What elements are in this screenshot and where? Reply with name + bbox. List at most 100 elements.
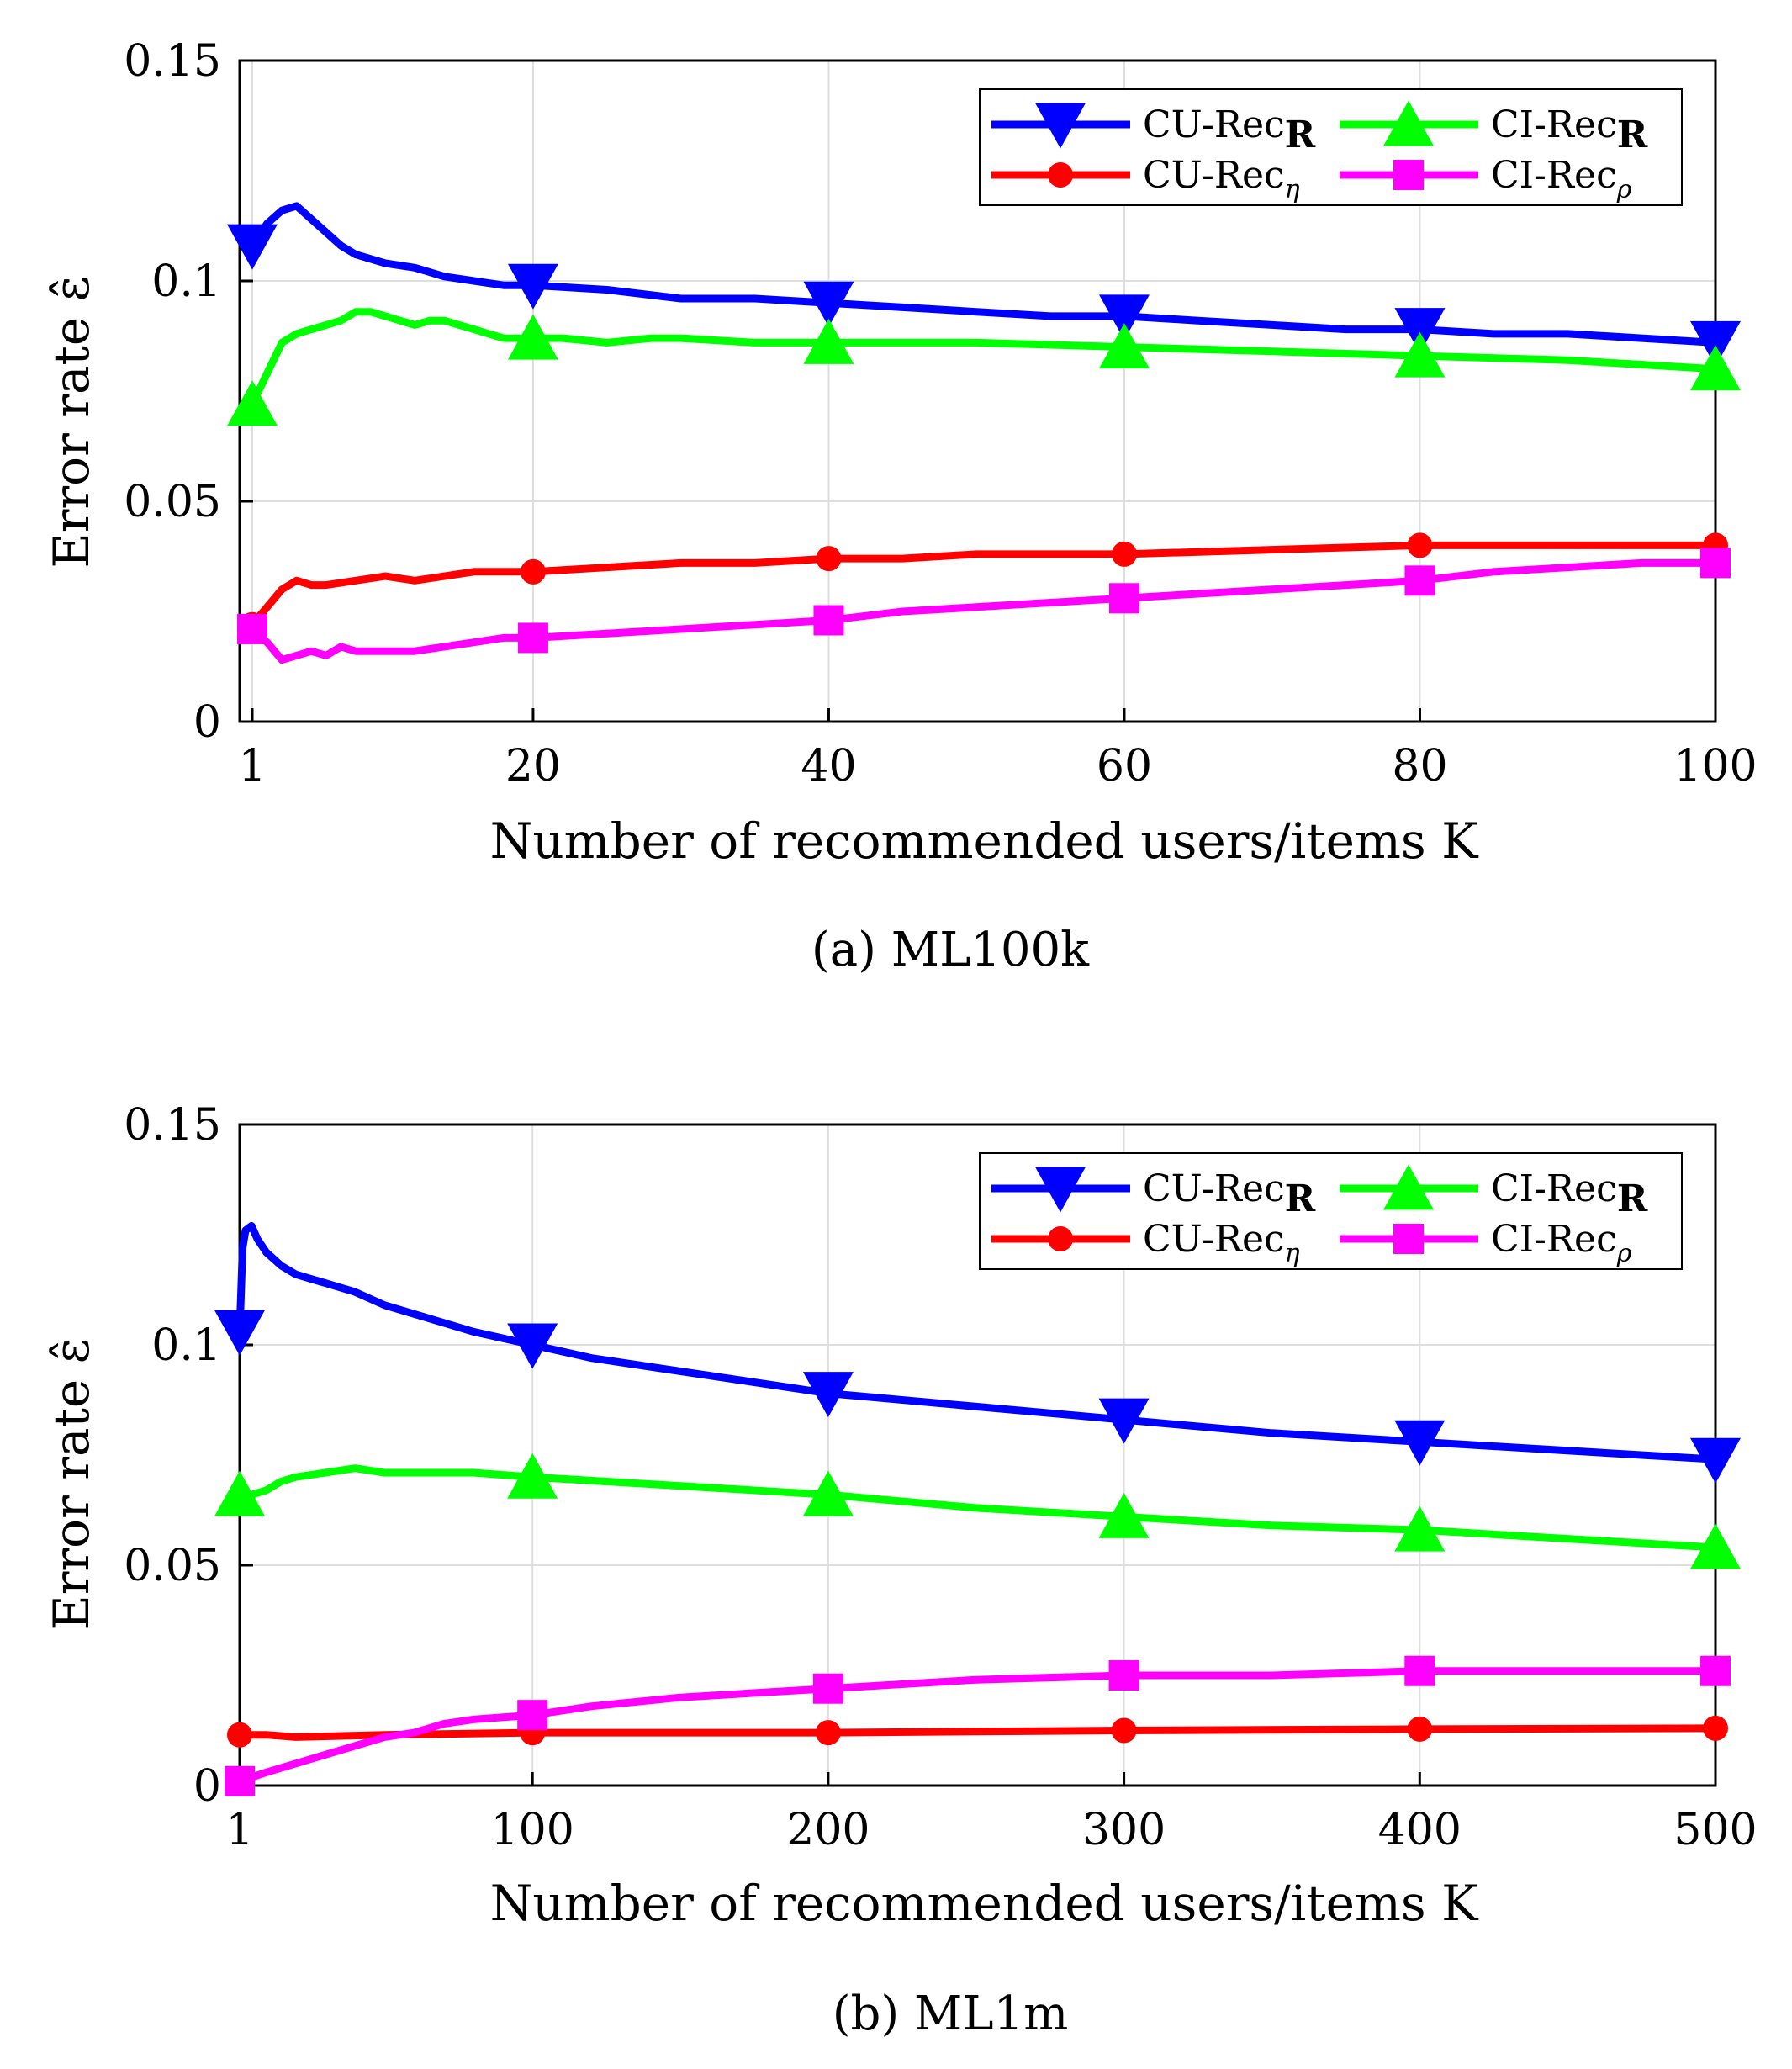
legend-label-subscript: R [1285,114,1316,156]
legend-entry: CI-RecR [1340,100,1648,156]
series-marker [802,1470,854,1516]
chart-panel-ml100k: (a) ML100k Number of recommended users/i… [43,36,1758,977]
series-marker [1690,1523,1741,1569]
series-marker [517,622,548,654]
series-line [235,1464,1720,1552]
legend-label-main: CU-Rec [1143,1218,1285,1261]
x-axis-label-a: Number of recommended users/items K [490,812,1480,870]
legend-label-subscript: η [1285,175,1300,204]
x-tick-label: 60 [1097,741,1152,791]
legend-swatch-marker [1048,1226,1073,1251]
series-marker [1690,345,1741,391]
series-marker [816,546,842,572]
series-marker [1700,548,1731,579]
legend-label: CI-Recρ [1491,1218,1632,1268]
x-tick-label: 200 [786,1805,870,1855]
series-ci-rec-3 [225,1655,1731,1796]
y-tick-label: 0.05 [124,477,221,527]
y-tick-label: 0.05 [124,1541,221,1591]
x-tick-label: 20 [505,741,561,791]
legend-entry: CU-RecR [991,103,1316,156]
legend-label-main: CU-Rec [1143,1167,1285,1210]
x-tick-label: 100 [491,1805,574,1855]
legend-swatch-marker [1383,1164,1434,1210]
x-axis-label-text-b: Number of recommended users/items K [490,1875,1480,1932]
legend-swatch-marker [1035,103,1086,149]
series-marker [812,1673,843,1704]
series-marker [803,281,854,327]
y-tick-label: 0.1 [151,1320,221,1371]
series-marker [517,1700,548,1731]
legend-label-subscript: ρ [1616,175,1632,204]
x-tick-label: 40 [801,741,856,791]
series-marker [227,380,278,426]
series-marker [803,318,854,364]
y-axis-label-b: Error rate ε̂ [43,1338,100,1630]
legend-label-subscript: R [1285,1177,1316,1220]
series-marker [227,224,278,270]
x-axis-label-b: Number of recommended users/items K [490,1875,1480,1932]
series-marker [507,314,558,360]
y-axis-label-a: Error rate ε̂ [43,276,100,568]
legend-label: CI-RecR [1491,103,1648,156]
series-marker [1404,1655,1435,1686]
series-marker [507,263,558,310]
legend-label: CI-Recρ [1491,154,1632,204]
legend-label: CI-RecR [1491,1167,1648,1220]
series-marker [1108,583,1139,614]
series-marker [802,1372,854,1418]
legend-entry: CI-RecR [1340,1164,1648,1220]
series-marker [1394,1420,1446,1466]
series-marker [1700,1655,1731,1686]
caption-b: (b) ML1m [833,1987,1069,2041]
x-tick-label: 100 [1673,741,1757,791]
x-tick-label: 80 [1392,741,1447,791]
legend-swatch-marker [1048,162,1073,188]
series-marker [1394,1505,1446,1552]
series-marker [1394,331,1446,378]
series-marker [813,605,844,636]
legend-box [979,88,1683,206]
series-cu-rec-0 [214,1222,1741,1484]
legend-label-main: CU-Rec [1143,154,1285,197]
legend-label: CU-Recη [1143,154,1300,204]
legend-entry: CI-Recρ [1340,154,1632,204]
x-tick-label: 300 [1082,1805,1166,1855]
series-line [248,541,1720,629]
series-line [248,558,1720,664]
legend-box [979,1152,1683,1270]
series-marker [1690,320,1741,367]
series-marker [1404,565,1435,596]
x-tick-label: 400 [1378,1805,1462,1855]
series-marker [1690,1437,1741,1484]
y-tick-label: 0.1 [151,257,221,307]
series-line [235,1724,1720,1741]
legend-entry: CI-Recρ [1340,1218,1632,1268]
series-marker [225,1765,255,1796]
legend-entry: CU-RecR [991,1167,1316,1220]
series-ci-rec-1 [227,308,1741,426]
series-marker [214,1310,265,1356]
series-marker [520,558,546,585]
series-cu-rec-0 [227,202,1741,367]
legend-swatch-marker [1393,1224,1424,1254]
series-ci-rec-1 [214,1453,1741,1569]
legend-label-main: CI-Rec [1491,103,1617,146]
y-tick-label: 0.15 [124,36,221,87]
legend-label-main: CI-Rec [1491,1167,1617,1210]
series-marker [507,1453,558,1499]
y-tick-label: 0.15 [124,1100,221,1151]
series-marker [1111,541,1137,567]
series-marker [1111,1717,1137,1744]
legend-swatch-marker [1035,1167,1086,1213]
legend-label-main: CI-Rec [1491,154,1617,197]
series-marker [237,613,267,644]
y-tick-label: 0 [193,697,221,748]
y-tick-label: 0 [193,1761,221,1812]
series-ci-rec-3 [237,548,1731,664]
series-line [248,308,1720,409]
series-marker [214,1470,265,1516]
x-tick-label: 500 [1673,1805,1757,1855]
